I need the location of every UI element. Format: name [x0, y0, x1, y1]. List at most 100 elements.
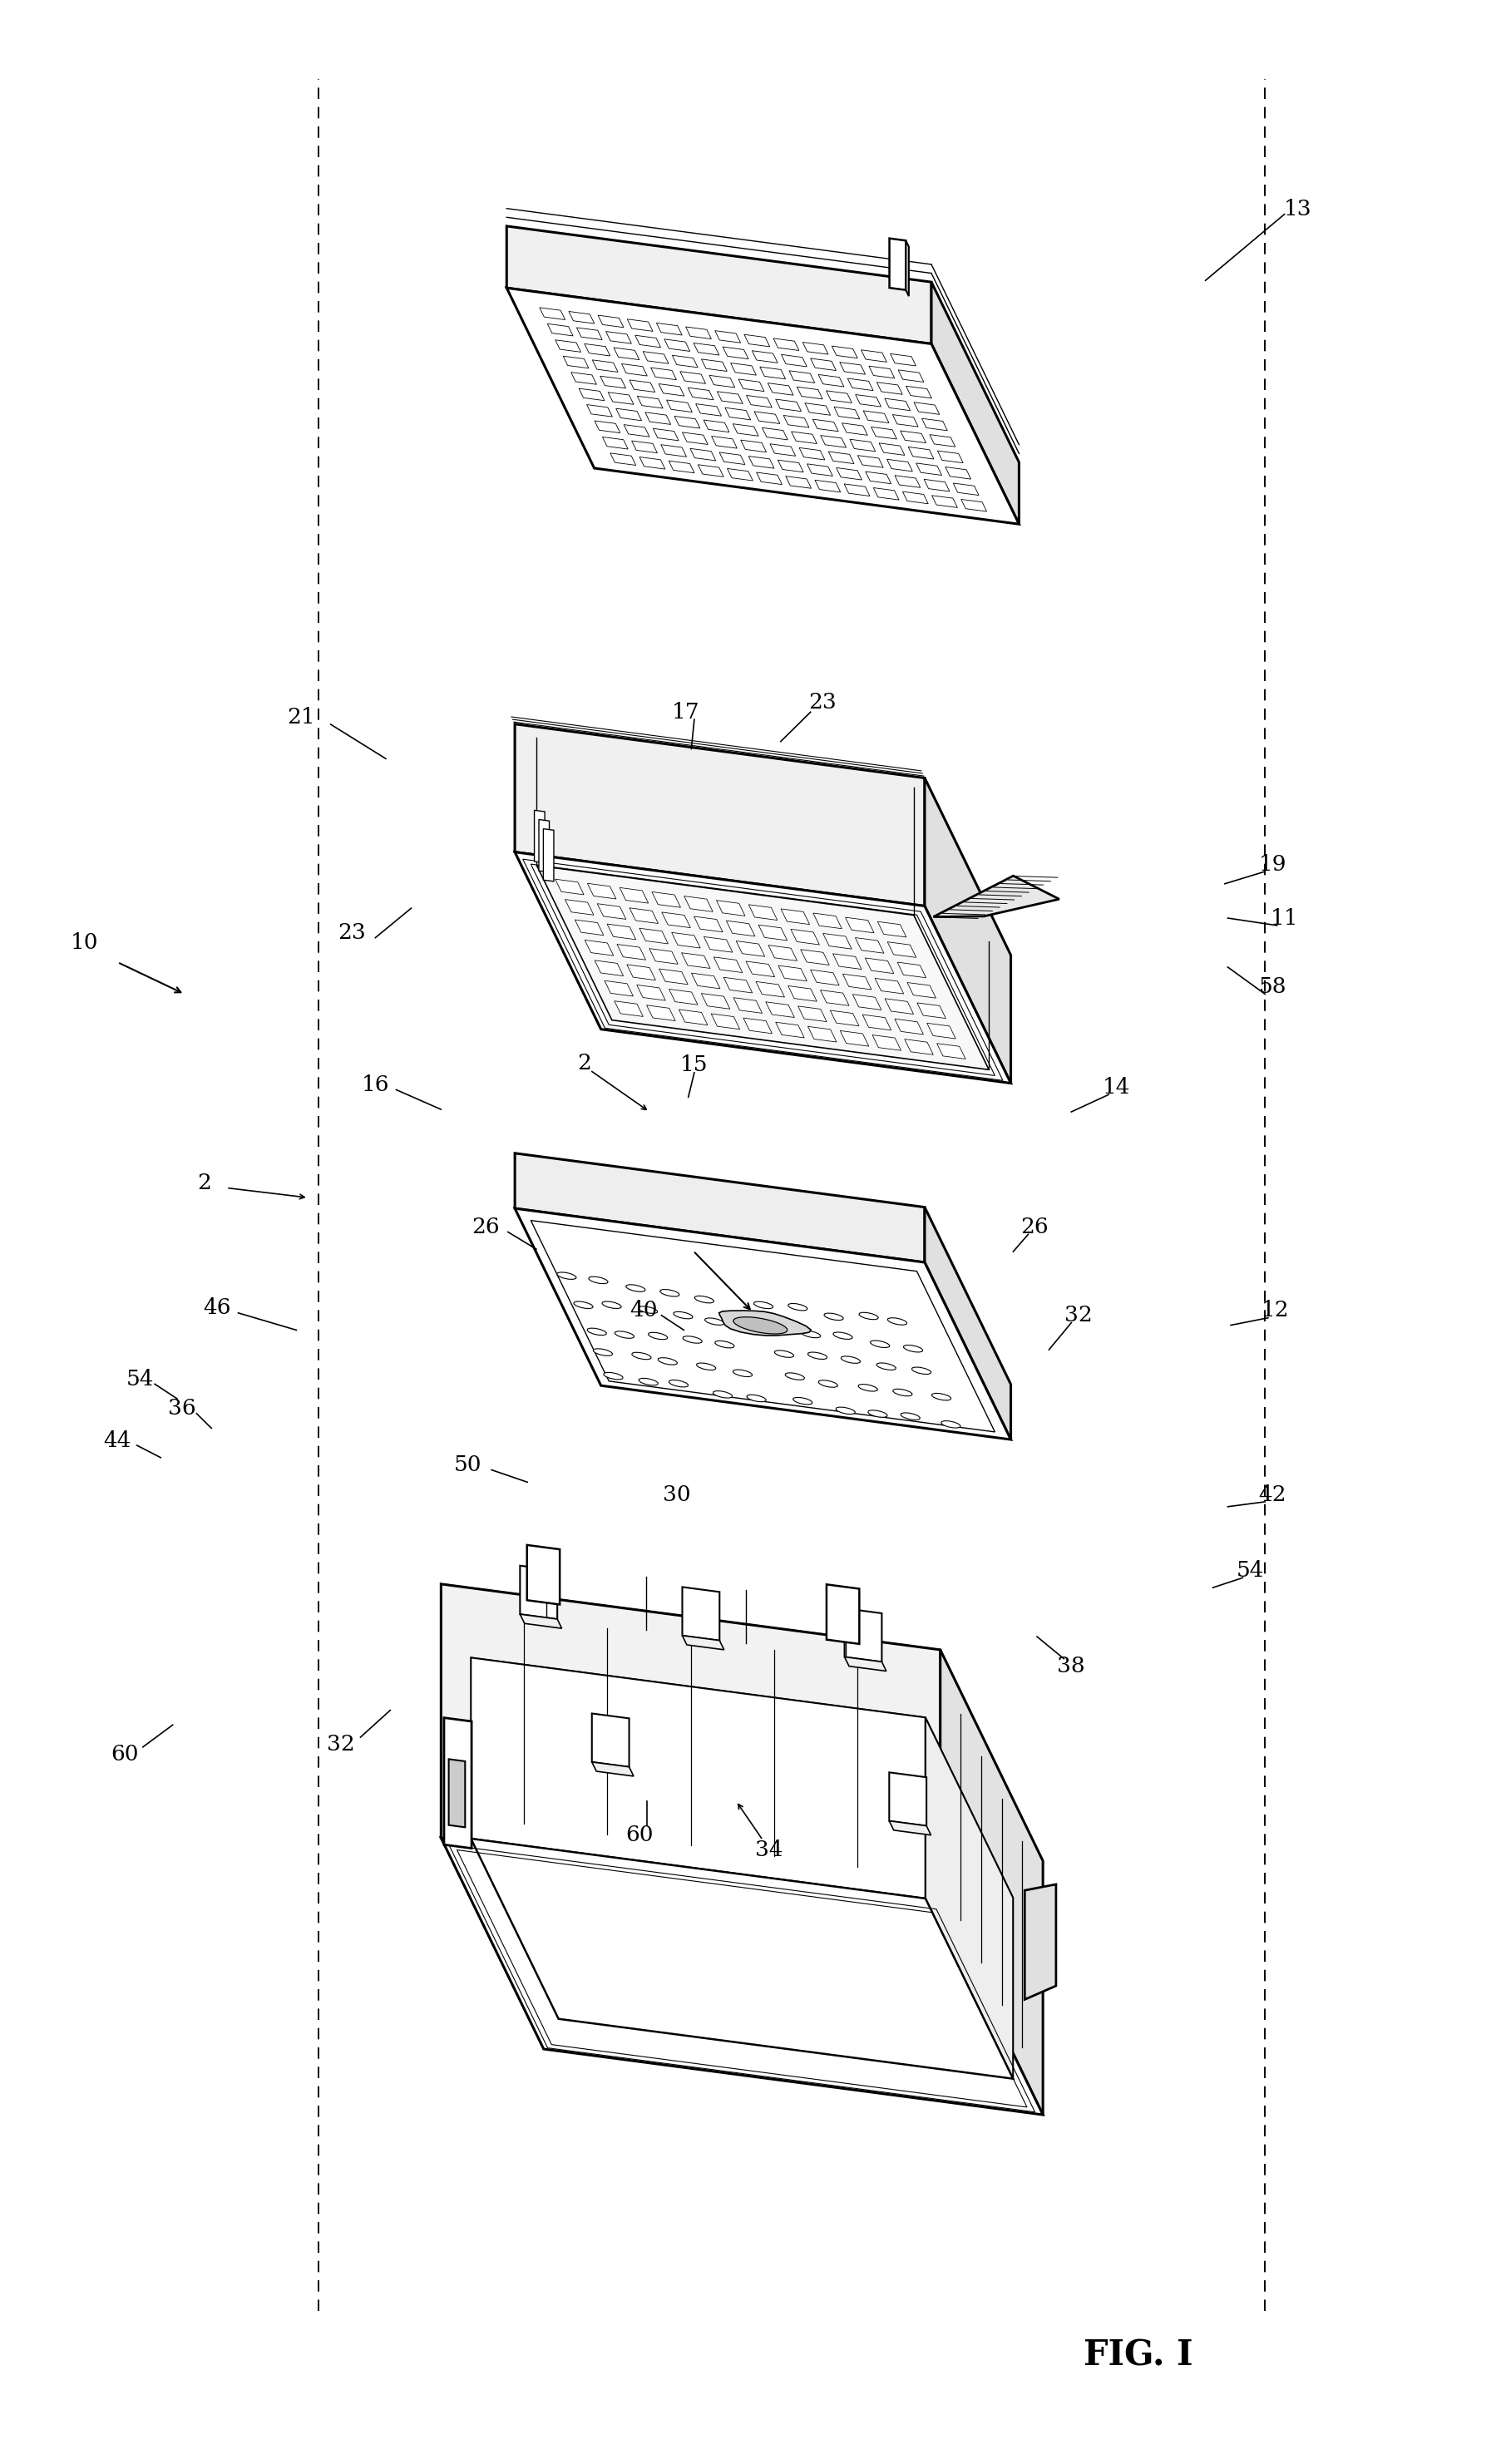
- Polygon shape: [693, 917, 722, 931]
- Polygon shape: [758, 924, 787, 941]
- Polygon shape: [636, 986, 665, 1000]
- Polygon shape: [799, 448, 824, 461]
- Polygon shape: [693, 1296, 713, 1303]
- Polygon shape: [591, 360, 617, 372]
- Polygon shape: [584, 941, 612, 956]
- Text: 13: 13: [1283, 200, 1310, 219]
- Text: 21: 21: [287, 707, 315, 727]
- Polygon shape: [884, 998, 913, 1015]
- Polygon shape: [892, 414, 917, 426]
- Polygon shape: [757, 473, 782, 485]
- Polygon shape: [527, 1545, 560, 1604]
- Polygon shape: [865, 958, 893, 973]
- Polygon shape: [681, 431, 707, 444]
- Polygon shape: [606, 924, 635, 939]
- Polygon shape: [648, 1333, 668, 1340]
- Polygon shape: [923, 480, 949, 490]
- Polygon shape: [668, 988, 698, 1005]
- Polygon shape: [681, 1587, 719, 1641]
- Polygon shape: [752, 350, 778, 362]
- Polygon shape: [686, 328, 711, 340]
- Polygon shape: [471, 1838, 1013, 2080]
- Polygon shape: [701, 360, 726, 372]
- Polygon shape: [738, 379, 764, 392]
- Polygon shape: [635, 335, 660, 347]
- Polygon shape: [602, 436, 627, 448]
- Polygon shape: [842, 424, 868, 436]
- Polygon shape: [761, 429, 788, 441]
- Polygon shape: [937, 451, 962, 463]
- Text: FIG. I: FIG. I: [1084, 2338, 1192, 2373]
- Polygon shape: [666, 399, 692, 411]
- Polygon shape: [629, 907, 657, 924]
- Polygon shape: [570, 372, 596, 384]
- Polygon shape: [638, 1306, 657, 1313]
- Polygon shape: [863, 411, 889, 424]
- Text: 34: 34: [755, 1841, 782, 1860]
- Polygon shape: [925, 1207, 1010, 1439]
- Polygon shape: [791, 431, 817, 444]
- Polygon shape: [587, 1328, 606, 1335]
- Polygon shape: [755, 981, 784, 998]
- Polygon shape: [917, 1003, 946, 1018]
- Polygon shape: [857, 456, 883, 468]
- Text: 40: 40: [629, 1301, 657, 1321]
- Polygon shape: [732, 998, 763, 1013]
- Polygon shape: [800, 949, 829, 966]
- Polygon shape: [687, 387, 713, 399]
- Polygon shape: [904, 1040, 932, 1055]
- Polygon shape: [889, 1772, 926, 1826]
- Polygon shape: [746, 1395, 766, 1402]
- Text: 54: 54: [126, 1370, 153, 1390]
- Polygon shape: [602, 1301, 621, 1308]
- Polygon shape: [836, 468, 862, 480]
- Polygon shape: [829, 451, 854, 463]
- Polygon shape: [680, 372, 705, 384]
- Polygon shape: [696, 1363, 716, 1370]
- Polygon shape: [719, 1311, 811, 1335]
- Polygon shape: [626, 1284, 645, 1291]
- Polygon shape: [578, 389, 603, 402]
- Polygon shape: [812, 914, 842, 929]
- Polygon shape: [471, 1658, 925, 1897]
- Polygon shape: [908, 446, 934, 458]
- Polygon shape: [441, 1584, 1042, 1860]
- Polygon shape: [833, 954, 862, 968]
- Polygon shape: [797, 387, 823, 399]
- Text: 58: 58: [1258, 976, 1286, 998]
- Polygon shape: [600, 377, 626, 389]
- Text: 11: 11: [1270, 907, 1298, 929]
- Polygon shape: [597, 904, 626, 919]
- Polygon shape: [629, 379, 654, 392]
- Text: 26: 26: [1019, 1217, 1048, 1237]
- Polygon shape: [711, 1013, 740, 1030]
- Polygon shape: [732, 1316, 787, 1333]
- Polygon shape: [824, 1313, 844, 1321]
- Polygon shape: [940, 1651, 1042, 2114]
- Polygon shape: [905, 241, 908, 296]
- Polygon shape: [761, 1323, 781, 1331]
- Polygon shape: [627, 320, 653, 330]
- Polygon shape: [471, 1658, 1013, 1897]
- Polygon shape: [811, 971, 839, 986]
- Polygon shape: [597, 315, 623, 328]
- Polygon shape: [639, 929, 668, 944]
- Polygon shape: [785, 476, 811, 488]
- Polygon shape: [905, 387, 931, 399]
- Polygon shape: [515, 1153, 600, 1385]
- Text: 12: 12: [1261, 1301, 1289, 1321]
- Polygon shape: [889, 1821, 931, 1836]
- Polygon shape: [714, 330, 740, 342]
- Polygon shape: [785, 1372, 805, 1380]
- Polygon shape: [506, 288, 1019, 525]
- Polygon shape: [815, 480, 841, 493]
- Polygon shape: [836, 1407, 854, 1414]
- Polygon shape: [660, 444, 686, 456]
- Polygon shape: [784, 416, 809, 429]
- Polygon shape: [717, 392, 743, 404]
- Text: 32: 32: [1064, 1306, 1093, 1326]
- Polygon shape: [564, 899, 593, 914]
- Polygon shape: [519, 1565, 557, 1619]
- Polygon shape: [887, 458, 913, 471]
- Polygon shape: [719, 453, 744, 466]
